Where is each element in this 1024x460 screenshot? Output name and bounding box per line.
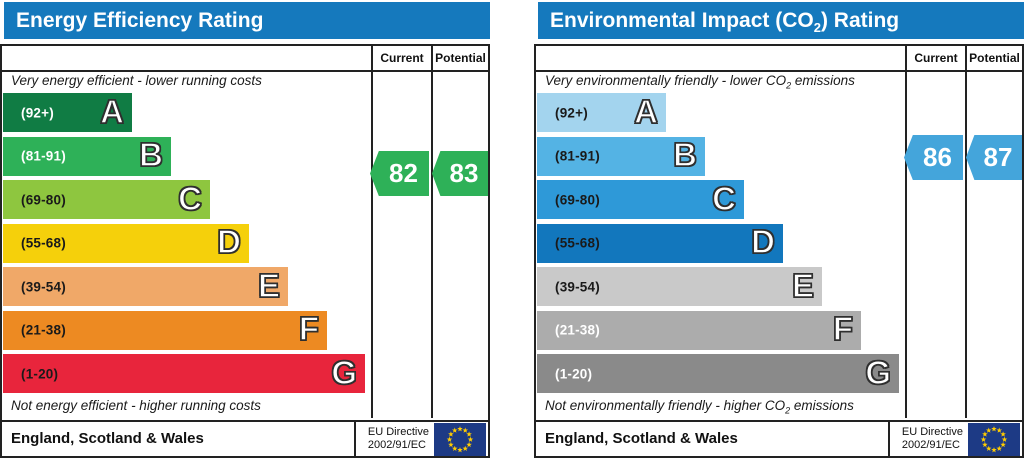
- co2-band-d: (55-68) D: [537, 223, 783, 263]
- co2-chart-frame: Current Potential Very environmentally f…: [534, 44, 1024, 458]
- band-range-label: (92+): [21, 105, 54, 120]
- band-range-label: (21-38): [21, 322, 66, 338]
- chart-footer: England, Scotland & Wales EU Directive 2…: [2, 420, 488, 456]
- band-letter: B: [138, 136, 163, 174]
- eu-directive-cell: EU Directive 2002/91/EC: [356, 422, 486, 456]
- co2-potential-rating-value: 87: [983, 142, 1013, 172]
- band-range-label: (1-20): [555, 366, 593, 381]
- band-range-label: (81-91): [21, 148, 66, 164]
- co2-band-f: (21-38) F: [537, 310, 861, 350]
- co2-band-b: (81-91) B: [537, 136, 705, 176]
- eu-directive-text: EU Directive 2002/91/EC: [901, 425, 963, 451]
- band-range-label: (69-80): [21, 192, 66, 207]
- energy-potential-rating-arrow: 83: [432, 151, 488, 196]
- band-letter: D: [750, 223, 775, 261]
- co2-current-rating-value: 86: [923, 142, 952, 172]
- band-letter: G: [331, 353, 358, 391]
- footer-divider: [354, 422, 356, 456]
- band-letter: G: [865, 353, 892, 391]
- co2-band-a: (92+) A: [537, 92, 666, 132]
- energy-band-c: (69-80) C: [3, 179, 210, 219]
- band-letter: F: [832, 310, 854, 348]
- bottom-note: Not energy efficient - higher running co…: [11, 398, 261, 413]
- band-letter: E: [791, 266, 814, 304]
- potential-column-header: Potential: [969, 51, 1020, 65]
- band-letter: B: [672, 136, 697, 174]
- co2-potential-rating-arrow: 87: [966, 135, 1022, 180]
- band-range-label: (21-38): [555, 322, 600, 338]
- energy-current-rating-arrow: 82: [370, 151, 429, 196]
- current-column-divider: [371, 46, 373, 418]
- band-range-label: (39-54): [21, 279, 66, 294]
- potential-column-header: Potential: [435, 51, 486, 65]
- band-letter: C: [711, 179, 736, 217]
- current-column-divider: [905, 46, 907, 418]
- energy-band-b: (81-91) B: [3, 136, 171, 176]
- energy-band-f: (21-38) F: [3, 310, 327, 350]
- energy-band-a: (92+) A: [3, 92, 132, 132]
- band-letter: A: [99, 92, 124, 130]
- band-range-label: (69-80): [555, 192, 600, 207]
- bottom-note: Not environmentally friendly - higher CO…: [545, 398, 854, 416]
- band-range-label: (92+): [555, 105, 588, 120]
- band-letter: A: [633, 92, 658, 130]
- eu-directive-text: EU Directive 2002/91/EC: [367, 425, 429, 451]
- top-note: Very environmentally friendly - lower CO…: [545, 73, 855, 91]
- environmental-impact-co2-chart: Environmental Impact (CO2) Rating Curren…: [534, 0, 1024, 460]
- band-letter: E: [257, 266, 280, 304]
- region-label: England, Scotland & Wales: [545, 430, 738, 447]
- energy-chart-frame: Current Potential Very energy efficient …: [0, 44, 490, 458]
- co2-band-e: (39-54) E: [537, 266, 822, 306]
- energy-potential-rating-value: 83: [449, 158, 479, 188]
- region-label: England, Scotland & Wales: [11, 430, 204, 447]
- band-range-label: (81-91): [555, 148, 600, 164]
- co2-band-g: (1-20) G: [537, 353, 899, 393]
- band-range-label: (39-54): [555, 279, 600, 294]
- band-letter: F: [298, 310, 320, 348]
- band-letter: C: [177, 179, 202, 217]
- chart-footer: England, Scotland & Wales EU Directive 2…: [536, 420, 1022, 456]
- current-column-header: Current: [380, 51, 424, 65]
- column-header-row: Current Potential: [536, 46, 1022, 72]
- column-header-row: Current Potential: [2, 46, 488, 72]
- footer-divider: [888, 422, 890, 456]
- energy-band-d: (55-68) D: [3, 223, 249, 263]
- eu-directive-cell: EU Directive 2002/91/EC: [890, 422, 1020, 456]
- energy-chart-title: Energy Efficiency Rating: [4, 2, 490, 39]
- current-column-header: Current: [914, 51, 958, 65]
- energy-efficiency-chart: Energy Efficiency Rating Current Potenti…: [0, 0, 490, 460]
- potential-column-divider: [965, 46, 967, 418]
- eu-flag-icon: [968, 422, 1020, 456]
- energy-band-e: (39-54) E: [3, 266, 288, 306]
- co2-band-c: (69-80) C: [537, 179, 744, 219]
- top-note: Very energy efficient - lower running co…: [11, 73, 262, 88]
- potential-column-divider: [431, 46, 433, 418]
- band-range-label: (55-68): [555, 235, 600, 251]
- co2-chart-title: Environmental Impact (CO2) Rating: [538, 2, 1024, 39]
- band-range-label: (1-20): [21, 366, 59, 381]
- band-range-label: (55-68): [21, 235, 66, 251]
- co2-current-rating-arrow: 86: [904, 135, 963, 180]
- energy-band-g: (1-20) G: [3, 353, 365, 393]
- band-letter: D: [216, 223, 241, 261]
- eu-flag-icon: [434, 422, 486, 456]
- energy-current-rating-value: 82: [389, 158, 418, 188]
